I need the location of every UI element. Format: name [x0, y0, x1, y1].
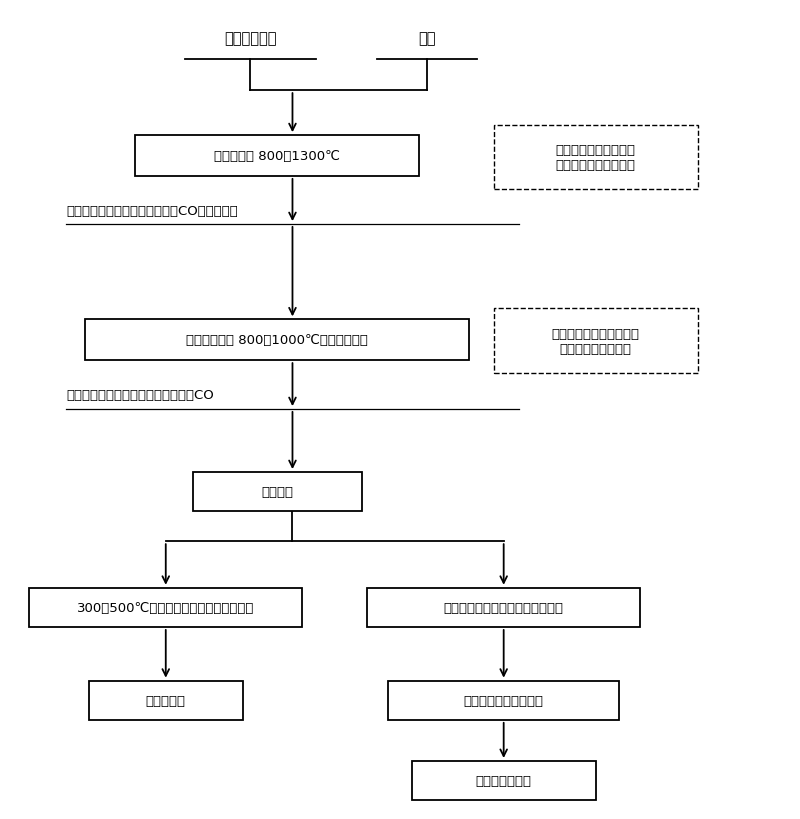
Bar	[89, 681, 242, 720]
Text: 300～500℃冷凝区，金属硃蒸汽结晶冷凝: 300～500℃冷凝区，金属硃蒸汽结晶冷凝	[77, 601, 254, 614]
Bar	[135, 136, 419, 177]
Text: 体外碳热还原 800～1000℃，木炭还原剂: 体外碳热还原 800～1000℃，木炭还原剂	[186, 334, 368, 346]
Text: 冷凝沉降: 冷凝沉降	[261, 486, 293, 499]
Text: 尾气处理，排放: 尾气处理，排放	[476, 774, 532, 787]
Text: 低温沉降桶，三氧化二硃冷凝沉降: 低温沉降桶，三氧化二硃冷凝沉降	[444, 601, 564, 614]
Text: 直流电弧炉 800～1300℃: 直流电弧炉 800～1300℃	[214, 150, 340, 163]
Bar	[411, 761, 596, 800]
Text: 产品金属硃: 产品金属硃	[146, 694, 186, 707]
Text: 金属硃蒸汽、少量三氧化二硃烟气、CO: 金属硃蒸汽、少量三氧化二硃烟气、CO	[66, 389, 214, 401]
Bar	[85, 320, 469, 360]
Text: 布袋收尘，三氧化二硃: 布袋收尘，三氧化二硃	[464, 694, 544, 707]
Text: 焦丁: 焦丁	[418, 31, 436, 46]
Bar	[30, 588, 302, 627]
Bar	[494, 309, 698, 373]
Text: 金属硃蒸汽、三氧化二硃烟气、CO、少量水汽: 金属硃蒸汽、三氧化二硃烟气、CO、少量水汽	[66, 205, 238, 218]
Text: 高硃含锡烟尘: 高硃含锡烟尘	[224, 31, 277, 46]
Bar	[367, 588, 640, 627]
Text: 直流炉内以焦丁为还原
剂，第一次碳热预还原: 直流炉内以焦丁为还原 剂，第一次碳热预还原	[556, 144, 636, 172]
Bar	[389, 681, 619, 720]
Bar	[494, 125, 698, 190]
Bar	[193, 473, 362, 512]
Text: （炉）体外以木炭为还原
剂，第二次碳热还原: （炉）体外以木炭为还原 剂，第二次碳热还原	[552, 327, 640, 355]
